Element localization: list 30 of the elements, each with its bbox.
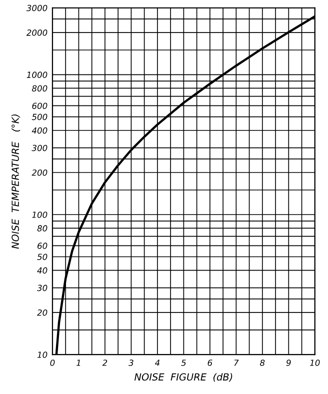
y-axis-title: NOISE TEMPERATURE (°K) bbox=[11, 114, 20, 249]
x-tick-label: 2 bbox=[102, 360, 108, 366]
x-tick-label: 5 bbox=[181, 360, 186, 366]
x-tick-label: 6 bbox=[208, 360, 212, 366]
y-tick-label: 40 bbox=[37, 267, 48, 274]
x-axis-title: NOISE FIGURE (dB) bbox=[134, 373, 232, 382]
y-tick-label: 500 bbox=[32, 114, 48, 120]
x-tick-label: 3 bbox=[128, 360, 134, 366]
x-tick-label: 1 bbox=[76, 360, 80, 366]
x-tick-label: 8 bbox=[260, 360, 265, 366]
y-tick-label: 60 bbox=[38, 242, 48, 249]
x-tick-label: 7 bbox=[234, 360, 239, 366]
y-tick-label: 600 bbox=[32, 102, 48, 109]
y-tick-label: 20 bbox=[37, 309, 48, 316]
x-tick-label: 4 bbox=[154, 360, 160, 366]
y-tick-label: 80 bbox=[37, 225, 48, 232]
x-tick-label: 0 bbox=[50, 360, 55, 366]
x-tick-label: 10 bbox=[310, 360, 320, 366]
x-tick-label: 9 bbox=[286, 360, 291, 366]
y-tick-label: 100 bbox=[32, 212, 48, 218]
y-tick-label: 400 bbox=[32, 127, 48, 134]
y-tick-label: 50 bbox=[37, 254, 48, 260]
y-tick-label: 300 bbox=[32, 144, 48, 152]
y-tick-label: 10 bbox=[37, 352, 48, 358]
y-tick-label: 200 bbox=[32, 169, 48, 176]
y-tick-label: 1000 bbox=[26, 72, 48, 78]
y-tick-label: 3000 bbox=[26, 4, 48, 12]
y-tick-label: 800 bbox=[32, 85, 48, 92]
y-tick-label: 30 bbox=[37, 284, 48, 292]
y-tick-label: 2000 bbox=[26, 30, 48, 36]
